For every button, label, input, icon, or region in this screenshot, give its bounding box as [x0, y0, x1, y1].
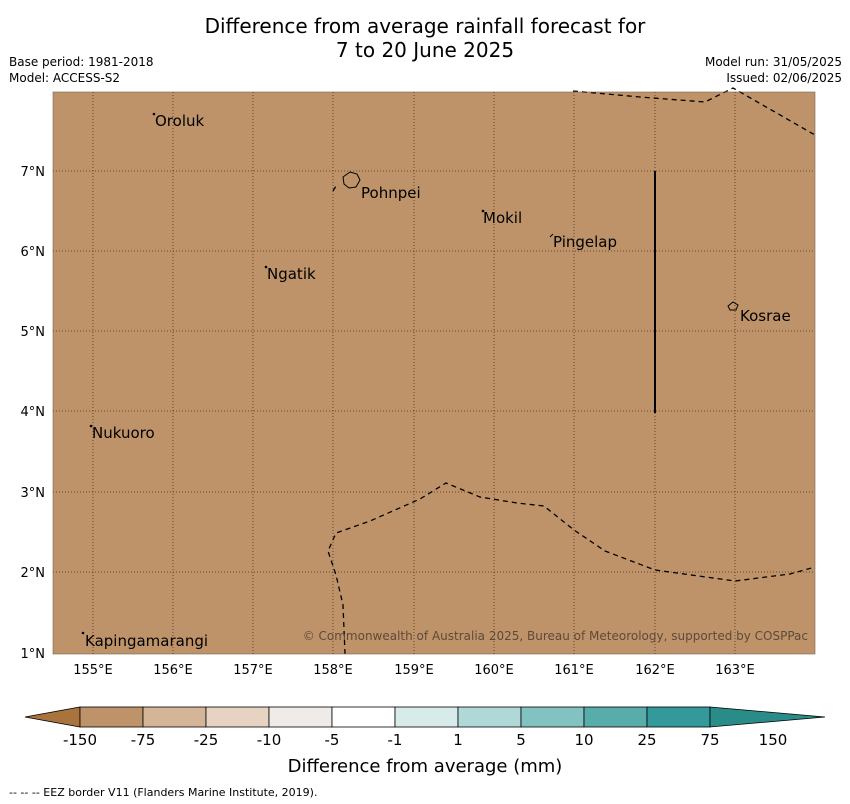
- model-run-label: Model run: 31/05/2025: [704, 55, 842, 69]
- colorbar-box: [394, 706, 459, 728]
- colorbar-box: [520, 706, 585, 728]
- place-label: Kapingamarangi: [85, 632, 208, 650]
- map-title-line-1: Difference from average rainfall forecas…: [204, 14, 646, 38]
- latitude-label: 1°N: [21, 647, 46, 662]
- eez-border-south: [327, 482, 816, 655]
- eez-border-fragment: [332, 185, 337, 192]
- base-period-label: Base period: 1981-2018: [9, 55, 154, 69]
- eez-borders: [327, 87, 816, 655]
- issued-label: Issued: 02/06/2025: [726, 71, 842, 85]
- place-label: Mokil: [483, 209, 522, 227]
- longitude-labels: 155°E 156°E 157°E 158°E 159°E 160°E 161°E 162°E…: [73, 663, 755, 678]
- longitude-label: 162°E: [635, 663, 675, 678]
- pingelap-marker: [549, 233, 554, 238]
- longitude-label: 157°E: [233, 663, 273, 678]
- colorbar-tick-label: -25: [194, 731, 219, 749]
- latitude-label: 4°N: [21, 405, 46, 420]
- colorbar-label: Difference from average (mm): [288, 756, 563, 777]
- colorbar-boxes: [24, 706, 826, 728]
- eez-border-note: -- -- -- EEZ border V11 (Flanders Marine…: [9, 786, 318, 799]
- colorbar-box: [646, 706, 711, 728]
- latitude-label: 6°N: [21, 245, 46, 260]
- place-label: Oroluk: [155, 112, 204, 130]
- map-area: [53, 92, 815, 654]
- place-label: Pingelap: [553, 233, 617, 251]
- colorbar-legend: -150 -75 -25 -10 -5 -1 1 5 10 25 75 150 Difference …: [24, 706, 826, 777]
- kosrae-outline: [727, 301, 739, 311]
- colorbar-box: [583, 706, 648, 728]
- oroluk-marker: [152, 112, 156, 116]
- mokil-marker: [481, 209, 485, 213]
- model-label: Model: ACCESS-S2: [9, 71, 121, 85]
- longitude-label: 163°E: [715, 663, 755, 678]
- colorbar-box: [79, 706, 144, 728]
- place-labels: Oroluk Pohnpei Mokil Pingelap Ngatik Kosrae Nu…: [85, 112, 791, 650]
- colorbar-tick-label: -1: [388, 731, 403, 749]
- longitude-label: 158°E: [313, 663, 353, 678]
- longitude-label: 161°E: [554, 663, 594, 678]
- colorbar-box: [331, 706, 396, 728]
- nukuoro-marker: [89, 424, 93, 428]
- colorbar-tick-labels: -150 -75 -25 -10 -5 -1 1 5 10 25 75 150: [63, 731, 787, 749]
- place-label: Ngatik: [267, 265, 316, 283]
- pohnpei-outline: [342, 171, 361, 189]
- map-frame: [52, 91, 816, 655]
- map-title-line-2: 7 to 20 June 2025: [335, 38, 515, 62]
- colorbar-box: [205, 706, 270, 728]
- colorbar-tick-label: -150: [63, 731, 97, 749]
- colorbar-tick-label: 5: [516, 731, 526, 749]
- latitude-label: 5°N: [21, 325, 46, 340]
- colorbar-tick-label: -5: [325, 731, 340, 749]
- colorbar-box: [268, 706, 333, 728]
- place-label: Pohnpei: [361, 184, 421, 202]
- longitude-label: 155°E: [73, 663, 113, 678]
- latitude-label: 3°N: [21, 486, 46, 501]
- colorbar-box: [457, 706, 522, 728]
- colorbar-tick-label: 25: [637, 731, 656, 749]
- colorbar-extend-low: [24, 706, 81, 728]
- longitude-label: 156°E: [153, 663, 193, 678]
- place-label: Kosrae: [740, 307, 791, 325]
- rainfall-map: Oroluk Pohnpei Mokil Pingelap Ngatik Kosrae Nu…: [21, 87, 816, 678]
- colorbar-tick-label: -75: [131, 731, 156, 749]
- kapingamarangi-marker: [81, 631, 85, 635]
- copyright-notice: © Commonwealth of Australia 2025, Bureau…: [303, 629, 808, 643]
- latitude-label: 2°N: [21, 566, 46, 581]
- colorbar-tick-label: 75: [700, 731, 719, 749]
- colorbar-tick-label: 10: [574, 731, 593, 749]
- latitude-labels: 7°N 6°N 5°N 4°N 3°N 2°N 1°N: [21, 165, 46, 662]
- colorbar-tick-label: 1: [453, 731, 463, 749]
- colorbar-box: [142, 706, 207, 728]
- ngatik-marker: [264, 265, 268, 269]
- colorbar-tick-label: -10: [257, 731, 282, 749]
- colorbar-extend-high: [709, 706, 826, 728]
- island-outlines: [81, 112, 739, 635]
- colorbar-tick-label: 150: [759, 731, 788, 749]
- longitude-label: 159°E: [394, 663, 434, 678]
- latitude-label: 7°N: [21, 165, 46, 180]
- place-label: Nukuoro: [92, 424, 155, 442]
- longitude-label: 160°E: [474, 663, 514, 678]
